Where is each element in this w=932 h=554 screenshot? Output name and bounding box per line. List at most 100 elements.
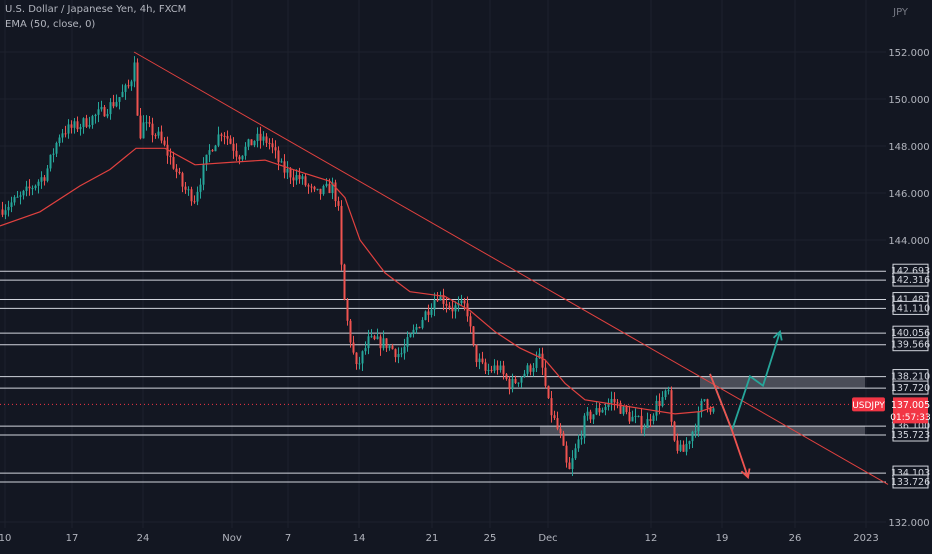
candle-body [217, 134, 220, 146]
price-level-badge: 135.723 [891, 427, 930, 442]
candle-body [559, 428, 562, 434]
candle-body [409, 334, 412, 338]
candle-body [664, 390, 667, 398]
candle-body [355, 352, 358, 365]
candle-body [433, 300, 436, 310]
candle [43, 174, 46, 186]
candle [175, 164, 178, 179]
candle-body [661, 397, 664, 406]
x-axis-tick-label: 19 [716, 533, 729, 544]
candle [706, 398, 709, 413]
candle-body [466, 303, 469, 317]
x-axis-tick-label: 7 [285, 533, 291, 544]
candle-body [337, 201, 340, 206]
candle [229, 135, 232, 145]
candle [499, 360, 502, 373]
candle-body [34, 185, 37, 189]
price-level-value: 137.720 [891, 383, 930, 394]
candle-body [88, 125, 91, 127]
candle [673, 420, 676, 442]
candle [238, 154, 241, 165]
candle-body [100, 107, 103, 110]
candle [637, 415, 640, 418]
candle [223, 132, 226, 145]
candle-body [481, 358, 484, 363]
candle [388, 344, 391, 351]
candle-body [589, 411, 592, 420]
candle-body [268, 142, 271, 144]
candle [307, 183, 310, 194]
candle-body [577, 439, 580, 449]
candle-body [439, 295, 442, 301]
candle-body [493, 365, 496, 371]
candle [94, 113, 97, 124]
candle-body [601, 409, 604, 413]
candle [118, 97, 121, 110]
candle [241, 155, 244, 162]
candle [13, 195, 16, 206]
candle-body [451, 307, 454, 312]
candle-body [298, 175, 301, 180]
candle [163, 137, 166, 147]
candle [691, 430, 694, 448]
candle-body [115, 101, 118, 107]
chart-legend-indicator: EMA (50, close, 0) [5, 19, 96, 30]
x-axis-tick-label: 26 [789, 533, 802, 544]
candle [115, 94, 118, 108]
candle [640, 407, 643, 434]
candle [379, 334, 382, 356]
price-level-value: 138.210 [891, 372, 930, 383]
candle-body [262, 136, 265, 141]
candle [157, 127, 160, 139]
candle [487, 363, 490, 376]
candle-body [685, 443, 688, 452]
support-resistance-zone [540, 425, 865, 435]
candle [28, 179, 31, 196]
candle [649, 414, 652, 428]
price-level-badge: 139.566 [891, 337, 930, 352]
candle [259, 126, 262, 149]
candle-body [301, 176, 304, 180]
candle-body [127, 85, 130, 87]
candle [595, 401, 598, 416]
candle-body [499, 365, 502, 371]
candle-body [238, 156, 241, 160]
candle [349, 318, 352, 348]
candle [511, 373, 514, 393]
candle-body [358, 363, 361, 365]
ema-line [0, 147, 715, 415]
candle [145, 115, 148, 131]
candle [679, 440, 682, 452]
x-axis-tick-label: 21 [426, 533, 439, 544]
candle-body [142, 122, 145, 139]
candle [382, 330, 385, 351]
candle-body [403, 346, 406, 354]
candle-body [94, 114, 97, 117]
candle [286, 161, 289, 180]
candle [211, 149, 214, 152]
candle [592, 414, 595, 425]
candle [415, 323, 418, 334]
candle [208, 144, 211, 163]
candle-body [265, 136, 268, 143]
candle-body [82, 118, 85, 128]
candle-body [13, 197, 16, 203]
candle-body [568, 462, 571, 469]
candle [562, 430, 565, 446]
candle-body [442, 295, 445, 304]
candle-body [181, 173, 184, 187]
candle [262, 131, 265, 146]
candle-body [697, 411, 700, 432]
candle [133, 56, 136, 88]
candle [160, 125, 163, 144]
candle [268, 138, 271, 150]
candle [367, 329, 370, 355]
price-level-value: 141.487 [891, 295, 930, 306]
candle-body [427, 311, 430, 315]
candle-body [553, 415, 556, 419]
price-level-badge-frame [892, 380, 929, 395]
candle [613, 392, 616, 411]
candle-body [673, 421, 676, 441]
